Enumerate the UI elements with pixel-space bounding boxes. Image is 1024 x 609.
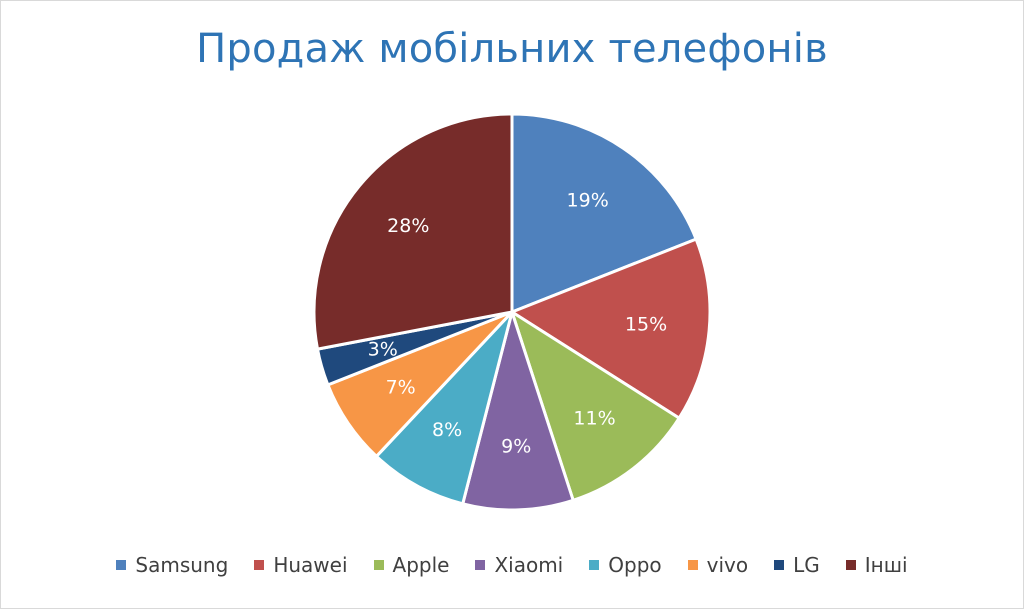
legend-swatch: [373, 560, 384, 570]
legend-swatch: [687, 560, 698, 570]
legend-swatch: [116, 560, 127, 570]
data-label-xiaomi: 9%: [501, 436, 531, 458]
legend-label: Huawei: [273, 553, 348, 577]
data-label-apple: 11%: [573, 407, 615, 429]
legend-swatch: [254, 560, 265, 570]
data-label-інші: 28%: [387, 215, 429, 237]
pie-slice-xiaomi: [461, 310, 575, 512]
chart-legend: Samsung Huawei Apple Xiaomi Oppo vivo LG Інші: [0, 553, 1024, 577]
pie-slice-інші: [312, 112, 514, 351]
legend-label: Oppo: [608, 553, 662, 577]
legend-swatch: [475, 560, 486, 570]
legend-label: Samsung: [135, 553, 229, 577]
chart-title: Продаж мобільних телефонів: [196, 26, 828, 72]
legend-swatch: [774, 560, 785, 570]
legend-item-vivo: vivo: [687, 553, 749, 577]
legend-swatch: [845, 560, 856, 570]
legend-label: Xiaomi: [494, 553, 564, 577]
pie-slice-huawei: [510, 237, 712, 420]
data-label-vivo: 7%: [386, 377, 416, 399]
data-label-huawei: 15%: [625, 314, 667, 336]
pie-slice-samsung: [510, 112, 698, 314]
legend-item-lg: LG: [774, 553, 820, 577]
pie-slice-oppo: [374, 310, 514, 506]
data-label-lg: 3%: [368, 339, 398, 361]
legend-label: vivo: [706, 553, 749, 577]
data-label-oppo: 8%: [432, 419, 462, 441]
legend-item-oppo: Oppo: [589, 553, 662, 577]
legend-label: Apple: [392, 553, 450, 577]
pie-slice-apple: [510, 310, 681, 502]
data-label-samsung: 19%: [567, 190, 609, 212]
legend-item-apple: Apple: [373, 553, 450, 577]
legend-item-samsung: Samsung: [116, 553, 228, 577]
legend-label: LG: [793, 553, 820, 577]
legend-item-інші: Інші: [845, 553, 908, 577]
legend-swatch: [589, 560, 600, 570]
legend-item-xiaomi: Xiaomi: [475, 553, 563, 577]
legend-label: Інші: [864, 553, 908, 577]
legend-item-huawei: Huawei: [254, 553, 348, 577]
